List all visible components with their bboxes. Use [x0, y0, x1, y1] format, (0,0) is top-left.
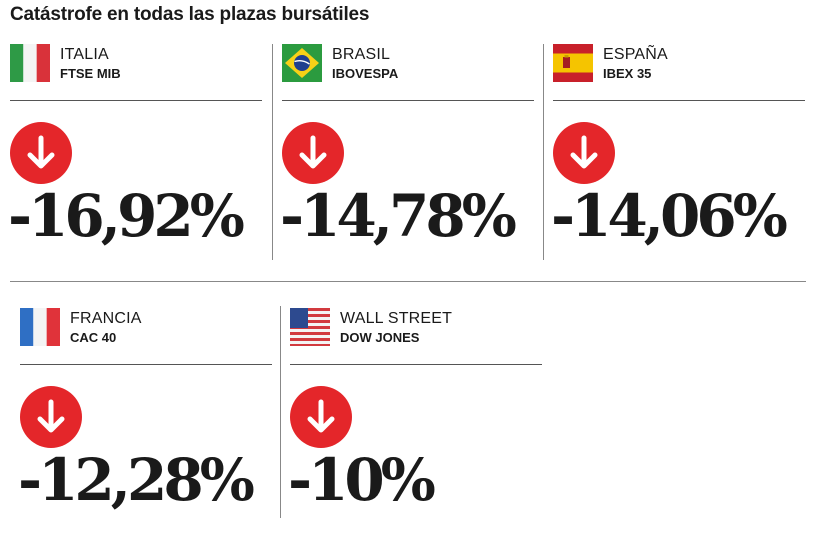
- down-arrow-icon: [290, 386, 352, 448]
- divider: [10, 100, 262, 101]
- brazil-flag-icon: [282, 44, 322, 82]
- divider: [290, 364, 542, 365]
- index-name: FTSE MIB: [60, 66, 121, 81]
- index-name: CAC 40: [70, 330, 117, 345]
- spain-flag-icon: [553, 44, 593, 82]
- index-name: IBEX 35: [603, 66, 652, 81]
- market-panel-italia: ITALIA FTSE MIB -16,92%: [8, 44, 262, 294]
- country-name: BRASIL: [332, 46, 391, 63]
- down-arrow-icon: [282, 122, 344, 184]
- divider: [553, 100, 805, 101]
- index-name: IBOVESPA: [332, 66, 399, 81]
- market-panel-espana: ESPAÑA IBEX 35 -14,06%: [551, 44, 805, 294]
- italy-flag-icon: [10, 44, 50, 82]
- country-name: WALL STREET: [340, 310, 453, 327]
- change-percent: -14,78%: [280, 182, 517, 250]
- usa-flag-icon: [290, 308, 330, 346]
- down-arrow-icon: [20, 386, 82, 448]
- index-name: DOW JONES: [340, 330, 420, 345]
- country-name: ESPAÑA: [603, 46, 668, 63]
- change-percent: -14,06%: [551, 182, 788, 250]
- change-percent: -16,92%: [8, 182, 245, 250]
- column-divider: [543, 44, 544, 260]
- market-panel-wall-street: WALL STREET DOW JONES -10%: [288, 308, 542, 558]
- country-name: FRANCIA: [70, 310, 142, 327]
- down-arrow-icon: [553, 122, 615, 184]
- column-divider: [280, 306, 281, 518]
- row-divider: [10, 281, 806, 282]
- column-divider: [272, 44, 273, 260]
- market-panel-francia: FRANCIA CAC 40 -12,28%: [18, 308, 272, 558]
- page-title: Catástrofe en todas las plazas bursátile…: [10, 4, 370, 25]
- country-name: ITALIA: [60, 46, 109, 63]
- france-flag-icon: [20, 308, 60, 346]
- divider: [20, 364, 272, 365]
- divider: [282, 100, 534, 101]
- change-percent: -10%: [288, 446, 436, 514]
- market-panel-brasil: BRASIL IBOVESPA -14,78%: [280, 44, 534, 294]
- down-arrow-icon: [10, 122, 72, 184]
- change-percent: -12,28%: [18, 446, 255, 514]
